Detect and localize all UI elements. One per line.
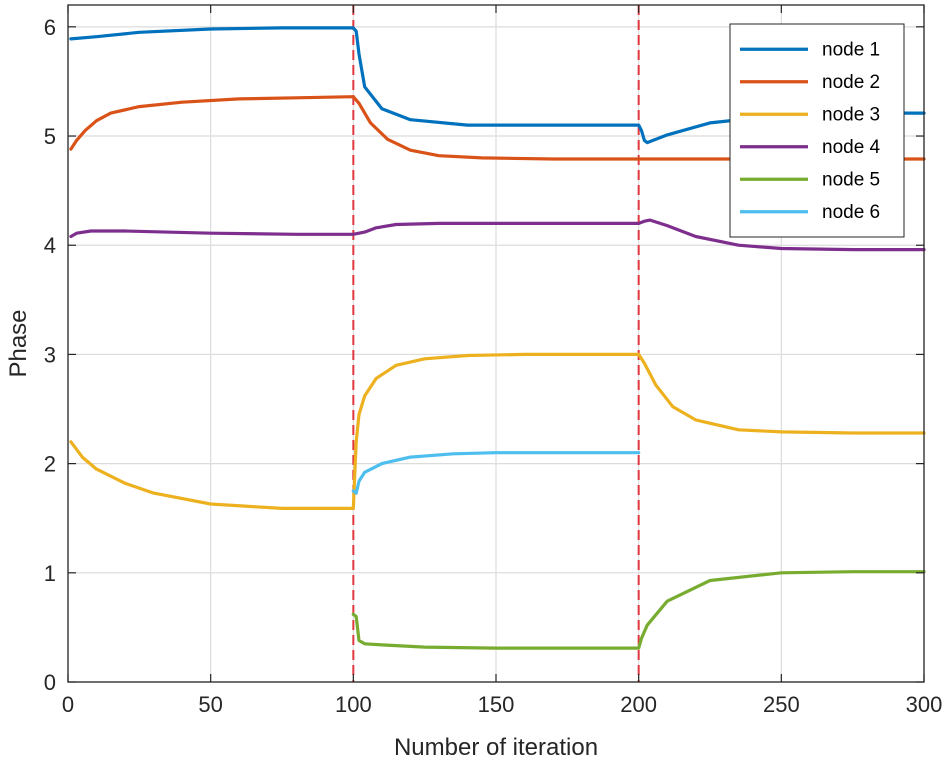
x-tick-label: 100: [335, 692, 372, 717]
x-tick-label: 0: [62, 692, 74, 717]
y-tick-label: 5: [44, 124, 56, 149]
series-line-node-1: [69, 26, 926, 145]
x-tick-label: 50: [198, 692, 222, 717]
event-markers: [352, 5, 640, 682]
axis-ticks: 0 50 100 150 200 250 300 0 1 2 3 4 5 6: [44, 5, 943, 717]
x-tick-label: 300: [906, 692, 943, 717]
series-lines: [69, 26, 926, 650]
legend-label: node 4: [822, 137, 881, 158]
series-line-node-5: [351, 570, 926, 650]
legend-item: node 5: [740, 169, 880, 190]
x-tick-label: 200: [620, 692, 657, 717]
legend-label: node 1: [822, 39, 880, 60]
y-tick-label: 1: [44, 561, 56, 586]
x-axis-label: Number of iteration: [394, 734, 598, 761]
x-tick-label: 150: [478, 692, 515, 717]
legend-label: node 3: [822, 104, 880, 125]
legend-item: node 1: [740, 39, 880, 60]
legend-item: node 6: [740, 202, 880, 223]
y-tick-label: 6: [44, 15, 56, 40]
series-line-node-6: [351, 451, 641, 495]
y-tick-label: 0: [44, 670, 56, 695]
series-line-node-3: [69, 352, 926, 510]
legend-item: node 2: [740, 72, 880, 93]
legend: node 1 node 2 node 3 node 4 node 5 node 6: [729, 23, 905, 238]
legend-label: node 5: [822, 169, 880, 190]
y-tick-label: 3: [44, 342, 56, 367]
legend-item: node 4: [740, 137, 881, 158]
legend-label: node 6: [822, 202, 880, 223]
legend-item: node 3: [740, 104, 880, 125]
y-tick-label: 4: [44, 233, 56, 258]
y-tick-label: 2: [44, 452, 56, 477]
legend-label: node 2: [822, 72, 880, 93]
series-line-node-4: [69, 218, 926, 252]
x-tick-label: 250: [763, 692, 800, 717]
series-line-node-2: [69, 95, 926, 161]
y-axis-label: Phase: [5, 309, 32, 377]
legend-box: [729, 23, 905, 238]
